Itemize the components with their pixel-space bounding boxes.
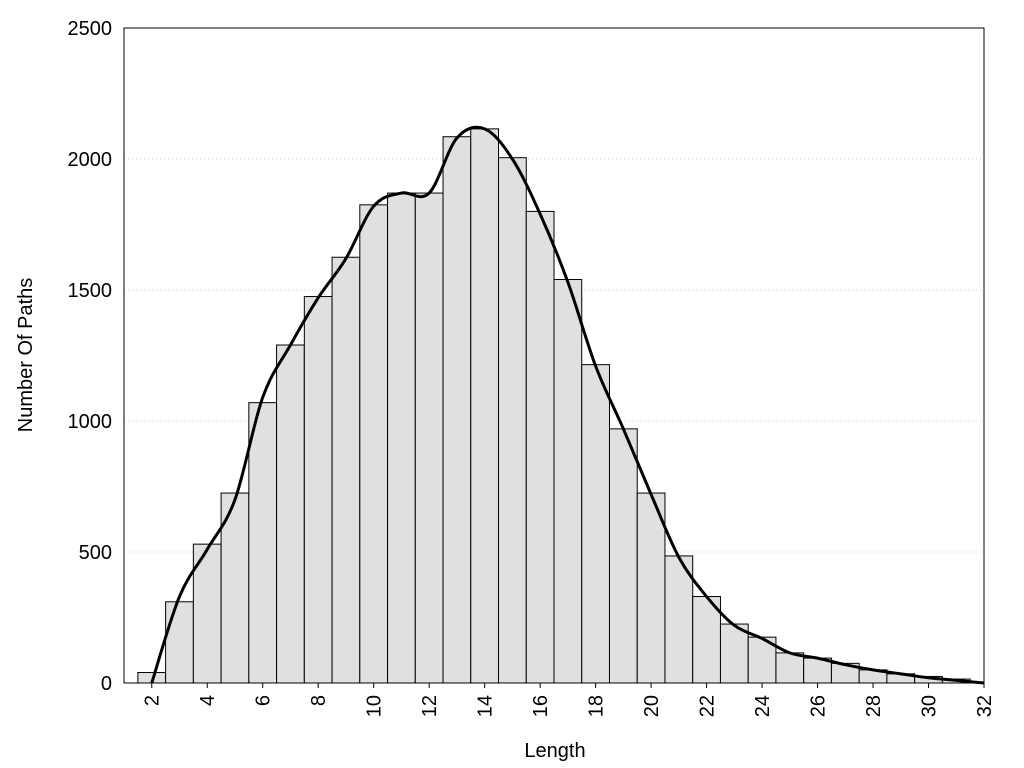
- bar: [498, 157, 527, 684]
- y-tick-label: 2000: [68, 149, 113, 171]
- bar: [414, 192, 444, 684]
- bar: [553, 279, 583, 684]
- bar: [775, 652, 805, 684]
- x-tick-label: 28: [863, 695, 885, 717]
- bar: [165, 601, 194, 684]
- x-tick-label: 14: [475, 695, 497, 717]
- bar: [331, 256, 361, 684]
- x-tick-label: 26: [808, 695, 830, 717]
- x-tick-label: 16: [530, 695, 552, 717]
- x-tick-label: 18: [586, 695, 608, 717]
- bar: [248, 402, 278, 684]
- x-tick-label: 10: [364, 695, 386, 717]
- y-tick-label: 2500: [68, 18, 113, 40]
- y-axis-label: Number Of Paths: [15, 278, 37, 433]
- x-tick-label: 22: [697, 695, 719, 717]
- x-tick-label: 30: [919, 695, 941, 717]
- bar: [303, 296, 333, 684]
- x-tick-label: 32: [974, 695, 996, 717]
- y-tick-label: 1500: [68, 280, 113, 302]
- bar: [636, 492, 666, 684]
- x-tick-label: 8: [308, 695, 330, 706]
- y-tick-label: 0: [101, 673, 112, 695]
- curve: [150, 125, 985, 685]
- bar: [608, 428, 638, 684]
- bar: [581, 364, 610, 684]
- x-tick-label: 24: [752, 695, 774, 717]
- bar: [470, 128, 500, 684]
- x-axis-label: Length: [524, 740, 585, 762]
- plot-frame: [123, 27, 985, 684]
- bar: [359, 204, 389, 684]
- bar: [664, 555, 694, 684]
- bar: [442, 136, 472, 684]
- x-tick-label: 6: [253, 695, 275, 706]
- bar: [719, 623, 749, 684]
- x-tick-label: 12: [419, 695, 441, 717]
- x-tick-label: 2: [142, 695, 164, 706]
- bar: [220, 492, 250, 684]
- x-tick-label: 20: [641, 695, 663, 717]
- bar: [525, 210, 555, 684]
- bar: [387, 192, 416, 684]
- y-tick-label: 500: [79, 542, 112, 564]
- x-tick-label: 4: [197, 695, 219, 706]
- bar: [276, 344, 305, 684]
- y-tick-label: 1000: [68, 411, 113, 433]
